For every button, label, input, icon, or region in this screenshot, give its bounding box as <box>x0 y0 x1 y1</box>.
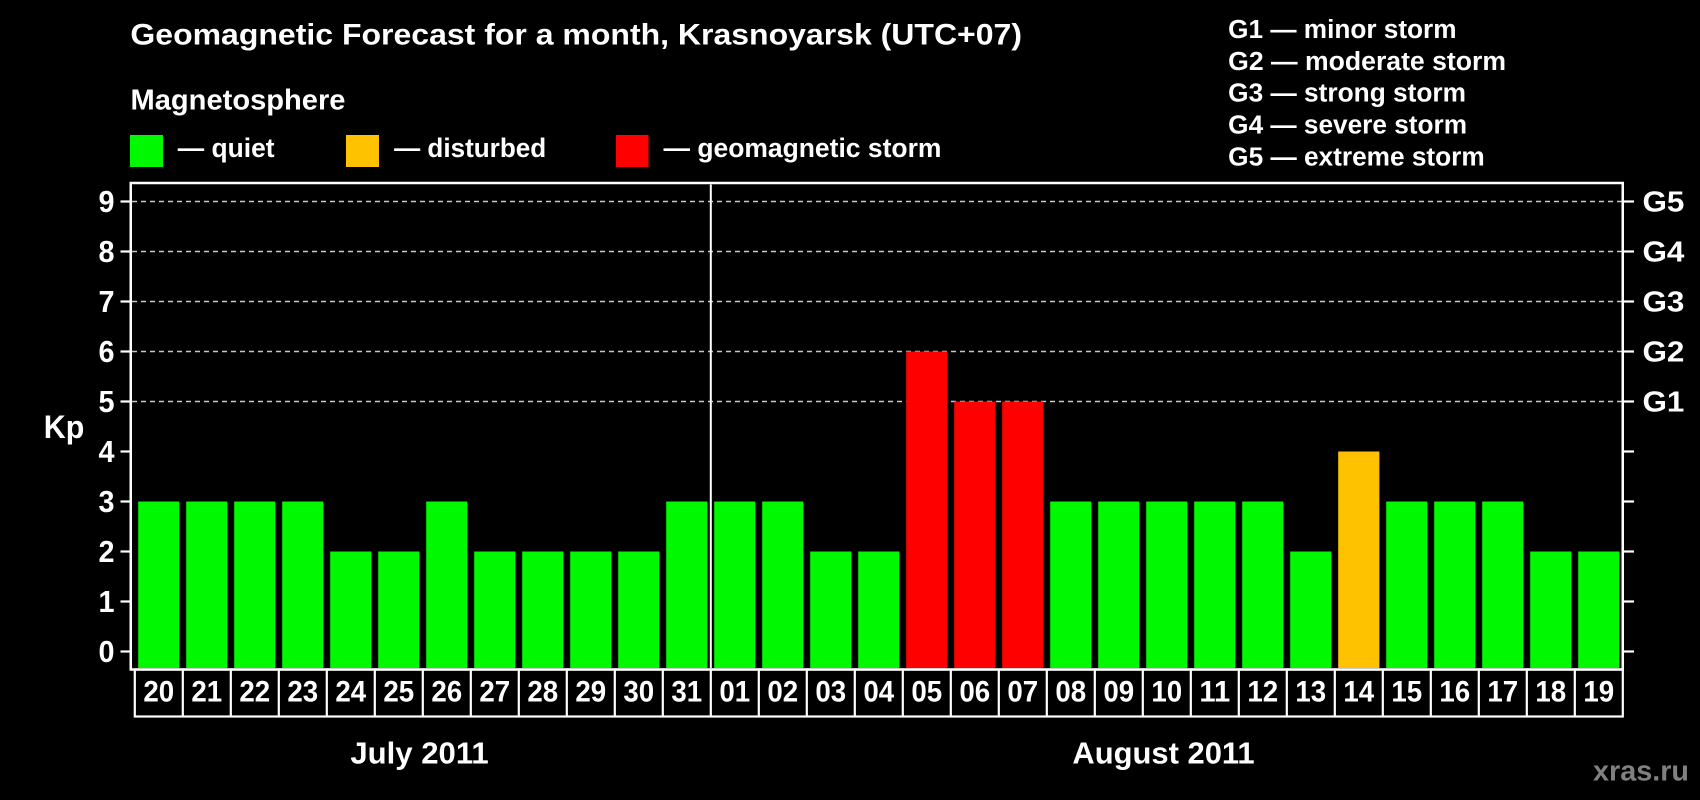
svg-text:— quiet: — quiet <box>178 133 275 163</box>
svg-text:August 2011: August 2011 <box>1072 737 1254 771</box>
svg-text:G2 — moderate storm: G2 — moderate storm <box>1228 48 1506 76</box>
svg-text:G1: G1 <box>1643 387 1685 419</box>
svg-text:14: 14 <box>1343 675 1374 708</box>
svg-text:G4 — severe storm: G4 — severe storm <box>1228 112 1467 140</box>
svg-text:27: 27 <box>479 675 510 708</box>
svg-text:G3: G3 <box>1643 287 1685 319</box>
svg-text:08: 08 <box>1055 675 1086 708</box>
svg-text:25: 25 <box>383 675 414 708</box>
svg-text:19: 19 <box>1583 675 1614 708</box>
svg-text:23: 23 <box>287 675 318 708</box>
svg-text:0: 0 <box>99 636 115 669</box>
svg-text:02: 02 <box>767 675 798 708</box>
svg-text:26: 26 <box>431 675 462 708</box>
svg-text:G1 — minor storm: G1 — minor storm <box>1228 16 1456 44</box>
svg-text:21: 21 <box>191 675 222 708</box>
svg-text:20: 20 <box>143 675 174 708</box>
svg-text:03: 03 <box>815 675 846 708</box>
svg-text:06: 06 <box>959 675 990 708</box>
svg-text:01: 01 <box>719 675 750 708</box>
svg-text:17: 17 <box>1487 675 1518 708</box>
svg-text:29: 29 <box>575 675 606 708</box>
svg-text:10: 10 <box>1151 675 1182 708</box>
svg-text:31: 31 <box>671 675 702 708</box>
svg-text:Magnetosphere: Magnetosphere <box>131 84 346 116</box>
svg-text:30: 30 <box>623 675 654 708</box>
svg-text:G5: G5 <box>1643 187 1685 219</box>
svg-text:24: 24 <box>335 675 366 708</box>
svg-text:09: 09 <box>1103 675 1134 708</box>
svg-text:3: 3 <box>99 486 115 519</box>
svg-text:G4: G4 <box>1643 237 1685 269</box>
svg-text:— geomagnetic storm: — geomagnetic storm <box>664 133 942 163</box>
svg-text:G3 — strong storm: G3 — strong storm <box>1228 80 1466 108</box>
svg-text:xras.ru: xras.ru <box>1593 756 1689 788</box>
svg-text:8: 8 <box>99 236 115 269</box>
svg-text:2: 2 <box>99 536 115 569</box>
svg-text:5: 5 <box>99 386 115 419</box>
svg-text:28: 28 <box>527 675 558 708</box>
svg-text:1: 1 <box>99 586 115 619</box>
svg-text:— disturbed: — disturbed <box>394 133 546 163</box>
svg-text:11: 11 <box>1199 675 1230 708</box>
svg-text:04: 04 <box>863 675 894 708</box>
svg-text:12: 12 <box>1247 675 1278 708</box>
svg-text:7: 7 <box>99 286 115 319</box>
svg-text:15: 15 <box>1391 675 1422 708</box>
svg-text:Geomagnetic Forecast for a mon: Geomagnetic Forecast for a month, Krasno… <box>130 18 1022 51</box>
svg-text:07: 07 <box>1007 675 1038 708</box>
svg-text:July 2011: July 2011 <box>350 737 488 771</box>
svg-text:16: 16 <box>1439 675 1470 708</box>
svg-text:18: 18 <box>1535 675 1566 708</box>
svg-text:Kp: Kp <box>44 409 85 445</box>
svg-text:05: 05 <box>911 675 942 708</box>
svg-text:G2: G2 <box>1643 337 1685 369</box>
svg-text:22: 22 <box>239 675 270 708</box>
svg-text:4: 4 <box>99 436 115 469</box>
svg-text:G5 — extreme storm: G5 — extreme storm <box>1228 144 1485 172</box>
svg-text:13: 13 <box>1295 675 1326 708</box>
svg-text:6: 6 <box>99 336 115 369</box>
svg-text:9: 9 <box>99 186 115 219</box>
